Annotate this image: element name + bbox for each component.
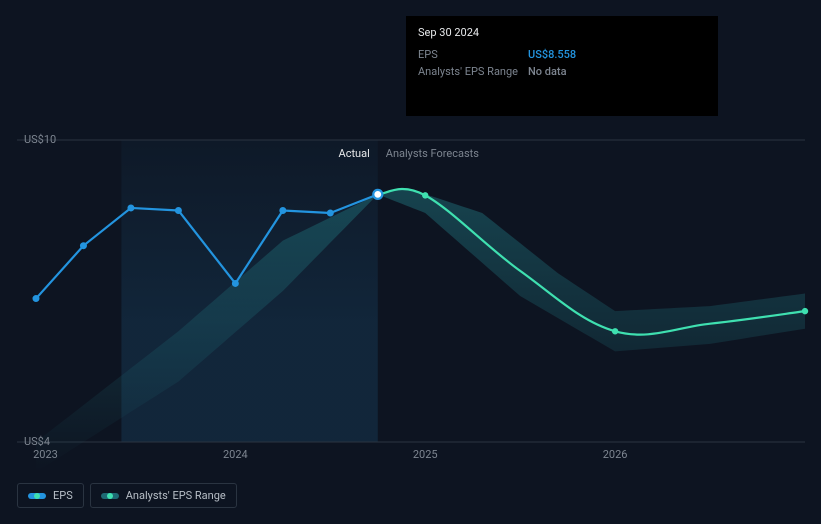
legend-swatch-icon	[101, 493, 119, 499]
tooltip-row-value: No data	[528, 63, 567, 81]
eps-actual-point	[175, 207, 182, 214]
x-axis-label: 2025	[413, 448, 438, 461]
x-axis-label: 2023	[33, 448, 58, 461]
legend-swatch-icon	[28, 493, 46, 499]
eps-actual-point	[32, 295, 39, 302]
x-axis-label: 2026	[603, 448, 628, 461]
section-label-forecast: Analysts Forecasts	[386, 147, 479, 160]
x-axis-label: 2024	[223, 448, 248, 461]
chart-container: Sep 30 2024 EPSUS$8.558Analysts' EPS Ran…	[0, 0, 821, 520]
legend-item-eps[interactable]: EPS	[17, 483, 84, 508]
tooltip-row-label: Analysts' EPS Range	[418, 63, 528, 81]
eps-forecast-point	[422, 192, 428, 198]
eps-actual-point	[327, 209, 334, 216]
tooltip-row-value: US$8.558	[528, 46, 576, 64]
eps-actual-point	[279, 207, 286, 214]
eps-forecast-point	[612, 328, 618, 334]
tooltip-title: Sep 30 2024	[418, 24, 706, 42]
y-axis-label: US$4	[24, 435, 50, 448]
data-tooltip: Sep 30 2024 EPSUS$8.558Analysts' EPS Ran…	[406, 16, 718, 116]
legend-item-range[interactable]: Analysts' EPS Range	[90, 483, 237, 508]
section-label-actual: Actual	[339, 147, 370, 160]
eps-actual-point	[232, 280, 239, 287]
eps-actual-point	[80, 242, 87, 249]
tooltip-row: EPSUS$8.558	[418, 46, 706, 64]
legend-item-label: Analysts' EPS Range	[126, 489, 226, 502]
eps-forecast-point	[802, 308, 808, 314]
tooltip-row: Analysts' EPS RangeNo data	[418, 63, 706, 81]
y-axis-label: US$10	[24, 133, 56, 146]
tooltip-row-label: EPS	[418, 46, 528, 64]
eps-actual-point	[127, 204, 134, 211]
legend-item-label: EPS	[53, 489, 73, 502]
chart-legend: EPS Analysts' EPS Range	[17, 483, 237, 508]
